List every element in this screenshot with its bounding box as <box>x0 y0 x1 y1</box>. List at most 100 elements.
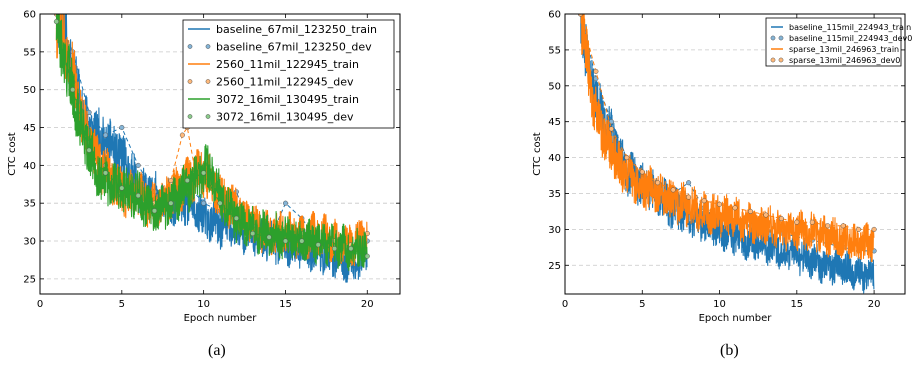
x-tick-label: 10 <box>197 299 210 310</box>
data-point <box>299 238 305 244</box>
data-point <box>179 132 185 138</box>
data-point <box>331 246 338 252</box>
data-point <box>639 169 645 175</box>
x-tick-label: 0 <box>562 299 568 310</box>
legend-entry-label: 2560_11mil_122945_dev <box>216 76 354 89</box>
data-point <box>856 226 862 232</box>
data-point <box>716 201 723 207</box>
data-point <box>747 208 754 214</box>
data-point <box>282 200 289 206</box>
y-tick-label: 25 <box>23 274 36 285</box>
data-point <box>168 177 174 184</box>
data-point <box>168 200 174 206</box>
series-line-sparse_13mil_246963_dev0 <box>580 14 875 230</box>
caption-b: (b) <box>720 342 739 359</box>
data-point <box>686 194 692 200</box>
legend: baseline_67mil_123250_train baseline_67mi… <box>182 19 395 129</box>
chart-panel-a: 0 5 10 15 20 25 30 35 40 45 50 55 60 Epoch number CTC … <box>7 10 401 324</box>
data-point <box>53 19 59 25</box>
y-tick-label: 50 <box>23 85 36 96</box>
y-tick-label: 60 <box>23 10 36 21</box>
data-point <box>655 180 661 186</box>
data-point <box>86 147 92 153</box>
y-tick-label: 45 <box>23 123 36 134</box>
y-tick-label: 55 <box>23 47 36 58</box>
y-tick-label: 40 <box>548 153 561 164</box>
data-point <box>135 193 141 199</box>
series-line-sparse_13mil_246963_train <box>580 14 875 263</box>
x-tick-label: 20 <box>868 299 881 310</box>
legend-swatch <box>770 57 776 63</box>
data-point <box>135 162 141 168</box>
data-point <box>70 87 76 93</box>
data-point <box>119 185 125 191</box>
legend-entry-label: sparse_13mil_246963_train <box>789 45 899 54</box>
y-tick-label: 35 <box>548 189 561 200</box>
data-point <box>577 14 584 17</box>
legend-swatch <box>205 114 211 119</box>
x-tick-label: 20 <box>361 299 374 310</box>
legend-swatch <box>778 35 784 41</box>
series-line-3072_16mil_130495_dev <box>55 21 368 257</box>
data-point <box>608 126 614 132</box>
data-point <box>184 177 190 184</box>
data-point <box>763 212 769 218</box>
x-tick-label: 0 <box>37 299 43 310</box>
x-tick-label: 5 <box>119 299 125 310</box>
x-tick-label: 15 <box>790 299 803 310</box>
data-point <box>794 219 800 225</box>
caption-a: (a) <box>208 342 226 359</box>
plot-frame <box>564 13 906 295</box>
legend-entry-label: sparse_13mil_246963_dev0 <box>789 56 900 65</box>
y-tick-label: 30 <box>548 225 561 236</box>
data-point <box>778 216 784 222</box>
chart-panel-b: 0 5 10 15 20 25 30 35 40 45 50 55 60 Epoch number CTC … <box>532 10 912 325</box>
legend-swatch <box>205 79 211 84</box>
y-tick-label: 45 <box>548 117 561 128</box>
legend-swatch <box>770 35 776 41</box>
data-point <box>686 180 692 186</box>
y-axis-label: CTC cost <box>532 132 543 175</box>
y-tick-label: 55 <box>548 45 561 56</box>
legend-swatch <box>205 44 211 49</box>
data-point <box>217 200 223 206</box>
y-tick-label: 50 <box>548 81 561 92</box>
data-point <box>840 223 846 229</box>
legend-swatch <box>778 57 784 63</box>
legend-entry-label: baseline_67mil_123250_dev <box>216 41 372 54</box>
legend-entry-label: baseline_115mil_224943_train <box>789 23 911 32</box>
data-point <box>348 246 354 252</box>
legend-entry-label: 3072_16mil_130495_dev <box>216 111 354 124</box>
data-point <box>102 170 109 176</box>
data-point <box>282 238 289 244</box>
y-tick-label: 35 <box>23 199 36 210</box>
x-tick-label: 15 <box>279 299 292 310</box>
y-tick-label: 60 <box>548 10 561 21</box>
data-point <box>119 124 125 131</box>
data-point <box>364 253 370 259</box>
data-point <box>593 68 599 74</box>
data-point <box>201 170 207 176</box>
data-point <box>201 200 207 206</box>
legend-entry-label: baseline_67mil_123250_train <box>216 23 377 36</box>
series-line-3072_16mil_130495_train <box>55 14 368 272</box>
data-point <box>809 219 815 225</box>
data-point <box>102 132 109 138</box>
y-tick-label: 25 <box>548 261 561 272</box>
data-point <box>825 223 831 229</box>
x-axis-label: Epoch number <box>184 313 258 324</box>
data-point <box>670 187 676 193</box>
data-point <box>151 208 158 214</box>
y-axis-label: CTC cost <box>7 132 18 175</box>
data-point <box>732 205 738 211</box>
legend-entry-label: baseline_115mil_224943_dev0 <box>789 34 912 43</box>
x-tick-label: 5 <box>639 299 645 310</box>
data-point <box>871 226 877 232</box>
data-point <box>233 215 239 221</box>
legend-swatch <box>187 79 193 84</box>
data-point <box>624 155 630 161</box>
data-point <box>266 234 272 240</box>
y-tick-label: 30 <box>23 237 36 248</box>
x-axis-label: Epoch number <box>699 313 773 324</box>
